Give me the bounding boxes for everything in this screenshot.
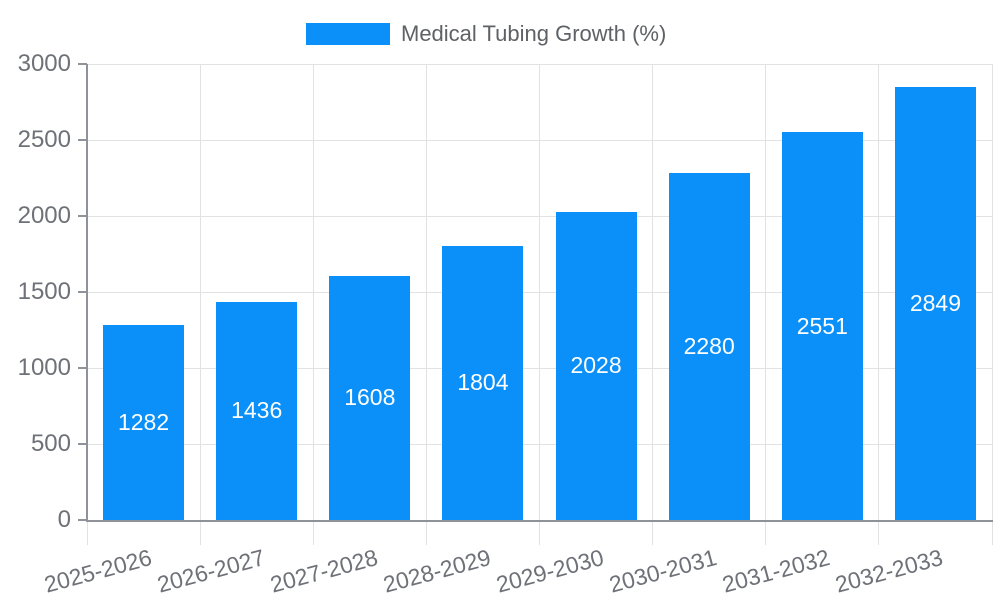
y-axis-label: 1500 — [17, 278, 71, 305]
bar[interactable]: 1282 — [103, 325, 185, 520]
bar-value-label: 2028 — [570, 352, 622, 379]
x-axis-label: 2027-2028 — [267, 544, 381, 598]
gridline-vertical — [765, 64, 767, 545]
y-axis-label: 500 — [30, 430, 71, 457]
bar[interactable]: 1804 — [442, 245, 524, 520]
legend-marker — [306, 23, 390, 45]
legend[interactable]: Medical Tubing Growth (%) — [306, 22, 666, 46]
x-axis-line — [86, 520, 993, 522]
y-axis-tick — [78, 215, 87, 217]
x-axis-label: 2026-2027 — [154, 544, 268, 598]
bar-value-label: 2551 — [796, 312, 848, 339]
y-axis-tick — [78, 291, 87, 293]
y-axis-tick — [78, 519, 87, 521]
x-axis-label: 2028-2029 — [380, 544, 494, 598]
x-axis-label: 2032-2033 — [832, 544, 946, 598]
bar-value-label: 1608 — [344, 384, 396, 411]
y-axis-tick — [78, 63, 87, 65]
y-axis-tick — [78, 443, 87, 445]
bar-value-label: 1804 — [457, 369, 509, 396]
y-axis-label: 2500 — [17, 126, 71, 153]
gridline-vertical — [312, 64, 314, 545]
bar[interactable]: 2028 — [555, 211, 637, 520]
x-axis-label: 2031-2032 — [719, 544, 833, 598]
gridline-vertical — [878, 64, 880, 545]
bar-value-label: 1282 — [117, 409, 170, 436]
y-axis-line — [86, 64, 88, 522]
bar[interactable]: 2849 — [894, 86, 976, 520]
y-axis-tick — [78, 139, 87, 141]
x-axis-label: 2025-2026 — [41, 544, 155, 598]
bar[interactable]: 1436 — [216, 301, 298, 520]
gridline-vertical — [425, 64, 427, 545]
gridline-vertical — [539, 64, 540, 545]
x-axis-label: 2029-2030 — [493, 544, 607, 598]
gridline-vertical — [991, 64, 993, 545]
y-axis-label: 1000 — [17, 354, 71, 381]
y-axis-tick — [78, 367, 87, 369]
bar[interactable]: 2280 — [668, 173, 750, 520]
bar-value-label: 1436 — [231, 397, 283, 424]
gridline-vertical — [199, 64, 201, 545]
bar-value-label: 2849 — [909, 289, 962, 316]
legend-label: Medical Tubing Growth (%) — [401, 21, 667, 46]
gridline-vertical — [652, 64, 654, 545]
x-axis-label: 2030-2031 — [606, 544, 720, 598]
bar-value-label: 2280 — [683, 333, 735, 360]
bar[interactable]: 2551 — [781, 132, 863, 520]
y-axis-label: 2000 — [17, 202, 71, 229]
bar[interactable]: 1608 — [329, 275, 411, 520]
y-axis-label: 3000 — [17, 50, 71, 77]
y-axis-label: 0 — [57, 506, 71, 533]
